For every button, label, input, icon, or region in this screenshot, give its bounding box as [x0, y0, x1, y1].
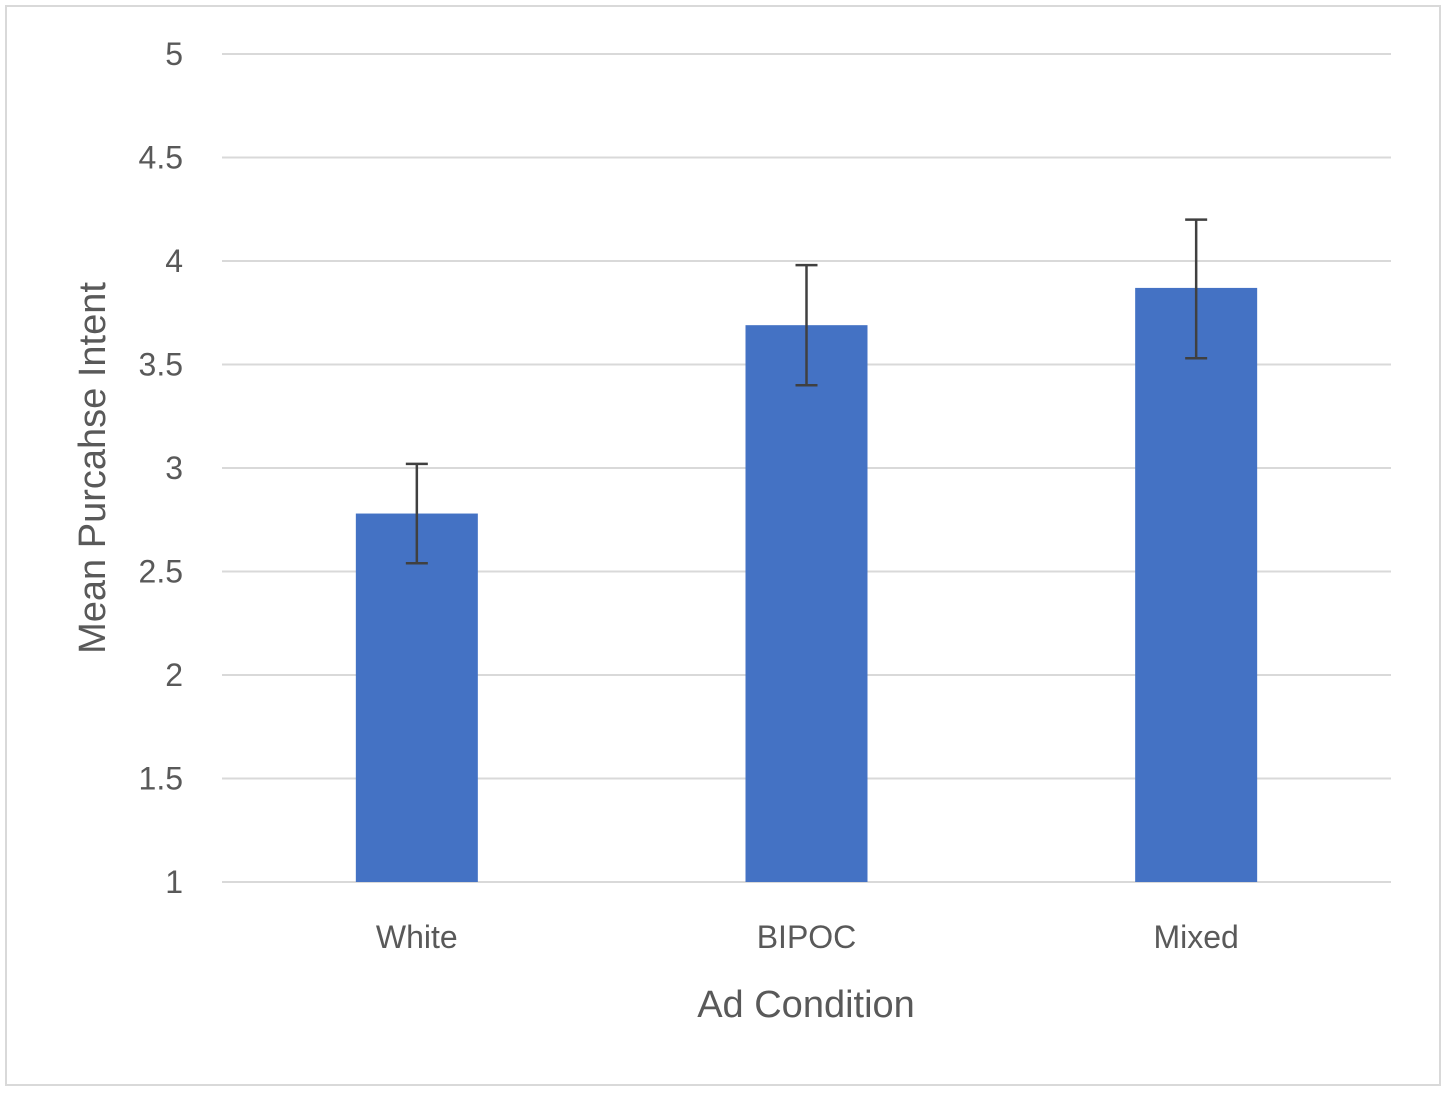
- y-tick-label: 5: [165, 36, 183, 72]
- error-bars: [405, 218, 1208, 565]
- x-tick-label: Mixed: [1153, 919, 1238, 955]
- bars: [355, 287, 1258, 882]
- x-axis-title: Ad Condition: [697, 984, 915, 1026]
- y-tick-label: 4: [165, 243, 183, 279]
- y-tick-label: 1: [165, 864, 183, 900]
- y-tick-label: 3.5: [139, 347, 183, 383]
- bar-mixed: [1135, 287, 1258, 882]
- x-tick-label: BIPOC: [757, 919, 857, 955]
- x-tick-label: White: [376, 919, 458, 955]
- y-tick-labels: 1 1.5 2 2.5 3 3.5 4 4.5 5: [139, 36, 183, 900]
- x-tick-labels: White BIPOC Mixed: [376, 919, 1239, 955]
- y-tick-label: 3: [165, 450, 183, 486]
- bar-bipoc: [745, 325, 868, 882]
- y-tick-label: 2.5: [139, 554, 183, 590]
- y-tick-label: 1.5: [139, 761, 183, 797]
- y-tick-label: 2: [165, 657, 183, 693]
- y-axis-title: Mean Purcahse Intent: [72, 282, 114, 654]
- y-tick-label: 4.5: [139, 140, 183, 176]
- bar-white: [355, 513, 478, 882]
